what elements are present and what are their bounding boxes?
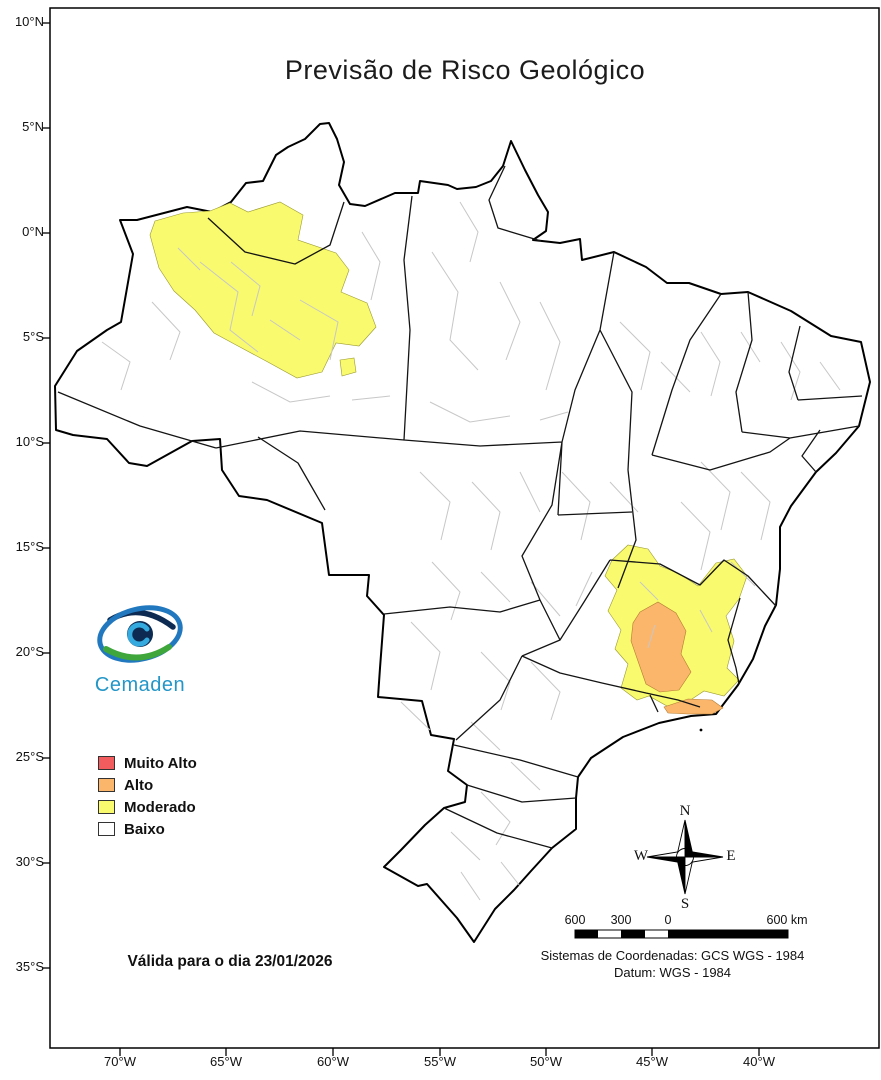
legend-swatch-baixo — [98, 822, 115, 836]
lat-label-20s: 20°S — [15, 644, 44, 659]
state-boundaries — [57, 165, 863, 849]
legend-item-alto: Alto — [98, 774, 197, 796]
lat-label-15s: 15°S — [15, 539, 44, 554]
lon-label-70w: 70°W — [104, 1054, 136, 1069]
risk-region-alto-minas — [630, 601, 692, 693]
coordinate-system-line2: Datum: WGS - 1984 — [613, 965, 732, 980]
scale-bar — [574, 929, 789, 939]
legend-item-moderado: Moderado — [98, 796, 197, 818]
lat-label-25s: 25°S — [15, 749, 44, 764]
legend-swatch-muito-alto — [98, 756, 115, 770]
lat-label-0: 0°N — [22, 224, 44, 239]
lat-label-5n: 5°N — [22, 119, 44, 134]
legend-swatch-moderado — [98, 800, 115, 814]
compass-south-label: S — [680, 896, 690, 912]
map-frame — [49, 7, 880, 1049]
lat-label-5s: 5°S — [22, 329, 44, 344]
scalebar-label-300: 300 — [610, 913, 632, 927]
coordinate-system-line1: Sistemas de Coordenadas: GCS WGS - 1984 — [540, 948, 805, 963]
lat-label-10s: 10°S — [15, 434, 44, 449]
legend-label-baixo: Baixo — [124, 820, 165, 838]
map-title: Previsão de Risco Geológico — [284, 55, 646, 85]
risk-region-moderado-small-patch — [339, 357, 357, 377]
compass-north-label: N — [679, 803, 691, 819]
lon-tick-marks — [119, 1048, 760, 1056]
risk-region-moderado-northwest — [149, 201, 377, 379]
validity-note: Válida para o dia 23/01/2026 — [127, 953, 333, 970]
lat-label-30s: 30°S — [15, 854, 44, 869]
legend-swatch-alto — [98, 778, 115, 792]
subregion-boundaries — [101, 201, 841, 901]
legend-label-muito-alto: Muito Alto — [124, 754, 197, 772]
legend: Muito Alto Alto Moderado Baixo — [98, 752, 197, 840]
coastal-island-dot — [699, 728, 703, 732]
legend-item-baixo: Baixo — [98, 818, 197, 840]
compass-rose-icon — [646, 819, 724, 895]
lat-tick-marks — [42, 22, 50, 969]
lat-label-35s: 35°S — [15, 959, 44, 974]
cemaden-logo-text: Cemaden — [94, 674, 186, 696]
lat-label-10n: 10°N — [14, 14, 44, 29]
legend-label-moderado: Moderado — [124, 798, 196, 816]
cemaden-eye-icon — [97, 605, 183, 663]
legend-label-alto: Alto — [124, 776, 154, 794]
lon-label-60w: 60°W — [317, 1054, 349, 1069]
lon-label-40w: 40°W — [743, 1054, 775, 1069]
compass-west-label: W — [633, 848, 649, 864]
lon-label-50w: 50°W — [530, 1054, 562, 1069]
lon-label-55w: 55°W — [424, 1054, 456, 1069]
lon-label-65w: 65°W — [210, 1054, 242, 1069]
compass-east-label: E — [726, 848, 736, 864]
legend-item-muito-alto: Muito Alto — [98, 752, 197, 774]
risk-region-alto-rio-coast — [663, 698, 724, 715]
scalebar-label-600km: 600 km — [766, 913, 808, 927]
scalebar-label-0: 0 — [664, 913, 672, 927]
lon-label-45w: 45°W — [636, 1054, 668, 1069]
scalebar-label-600-left: 600 — [564, 913, 586, 927]
